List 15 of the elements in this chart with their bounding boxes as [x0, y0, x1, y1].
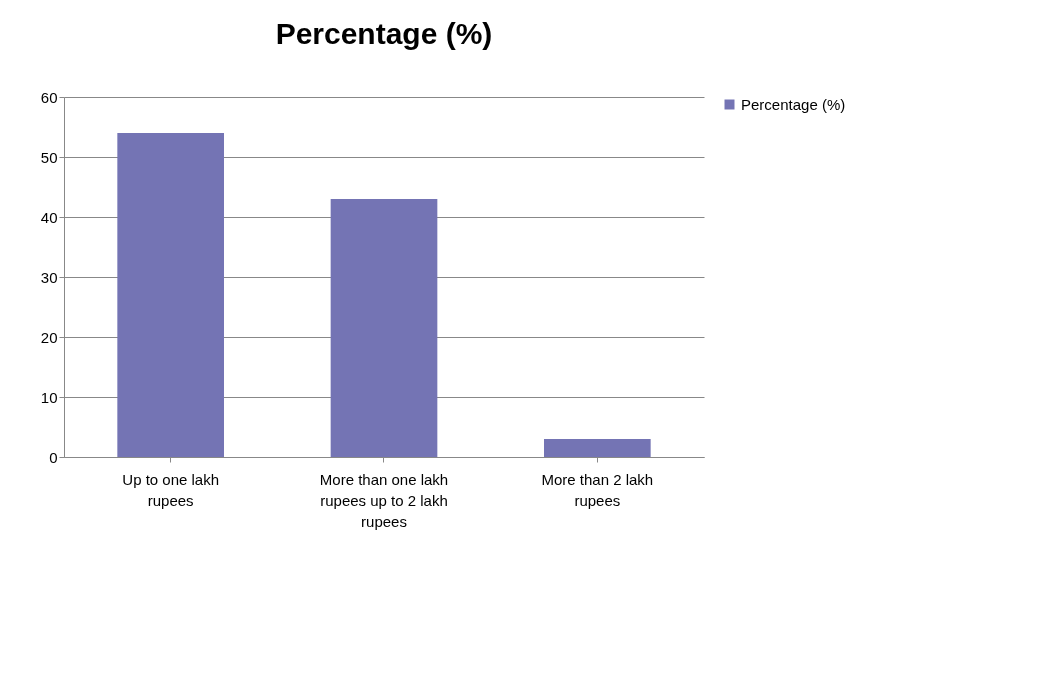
- y-tick-label: 20: [40, 328, 58, 346]
- bar: [544, 439, 651, 457]
- y-tick-label: 50: [40, 148, 58, 166]
- bar: [117, 133, 224, 457]
- y-tick-label: 40: [40, 208, 58, 226]
- x-tick-label: More than one lakh rupees up to 2 lakh rupees: [319, 471, 449, 530]
- y-tick-label: 60: [40, 88, 58, 106]
- chart-title: Percentage (%): [275, 17, 493, 50]
- y-tick-label: 30: [40, 268, 58, 286]
- y-tick-label: 10: [40, 388, 58, 406]
- bar: [330, 199, 438, 457]
- legend-label: Percentage (%): [741, 95, 846, 113]
- x-tick-label: More than 2 lakh rupees: [541, 471, 654, 509]
- y-tick-label: 0: [49, 448, 58, 466]
- x-tick-label: Up to one lakh rupees: [122, 471, 220, 509]
